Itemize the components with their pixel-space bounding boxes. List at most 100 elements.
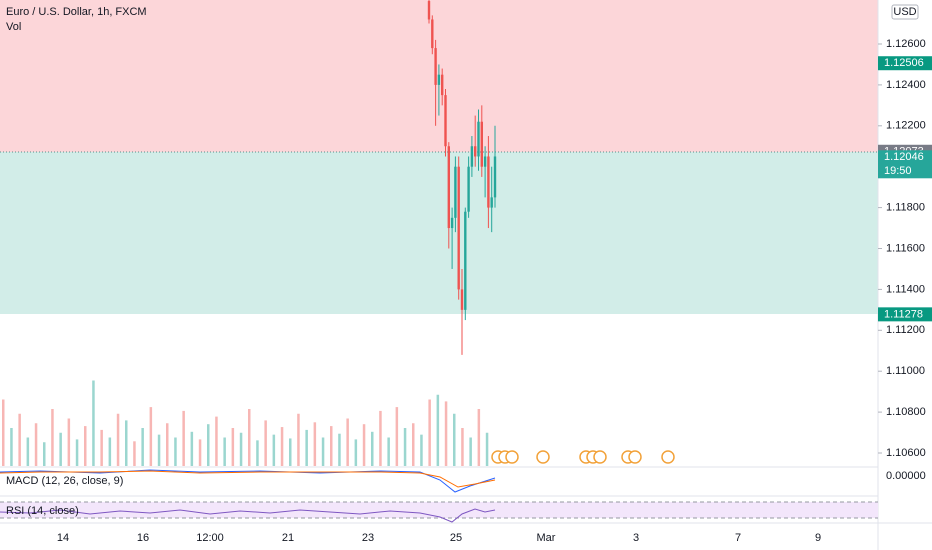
candle-body	[467, 166, 470, 212]
volume-bar	[92, 380, 95, 466]
volume-bar	[198, 439, 202, 466]
currency-box	[891, 4, 919, 20]
candle-body	[444, 95, 447, 147]
candle-body	[434, 48, 437, 85]
countdown: 19:50	[884, 165, 912, 177]
time-label: 7	[735, 532, 741, 544]
volume-bar	[149, 407, 153, 466]
price-tick-label: 1.11800	[886, 202, 925, 214]
volume-bar	[133, 441, 136, 466]
volume-bar	[485, 432, 489, 466]
volume-bar	[305, 429, 308, 466]
rsi-label: RSI (14, close)	[6, 505, 79, 517]
macd-label: MACD (12, 26, close, 9)	[6, 475, 123, 487]
indicator-label: Vol	[6, 21, 21, 33]
volume-bar	[10, 428, 13, 466]
price-tick-label: 1.10600	[886, 447, 926, 459]
time-label: 3	[633, 532, 639, 544]
time-label: 21	[282, 532, 294, 544]
currency: USD	[893, 6, 916, 18]
rsi-line	[0, 508, 496, 523]
volume-bar	[289, 438, 292, 466]
volume-bar	[207, 424, 210, 466]
volume-bar	[59, 432, 62, 466]
price-tag-label: 1.11278	[884, 308, 923, 320]
candle-body	[493, 156, 497, 198]
macd-line	[0, 469, 496, 493]
volume-bar	[248, 409, 251, 466]
candle-body	[480, 121, 483, 167]
volume-bar	[362, 424, 366, 466]
volume-bar	[125, 420, 128, 466]
candle-body	[437, 74, 441, 85]
price-tag-label: 1.12046	[884, 151, 924, 163]
volume-bar	[420, 434, 423, 466]
event-icons	[491, 450, 675, 464]
volume-bar	[43, 442, 46, 466]
volume-bar	[166, 423, 169, 466]
signal-line	[0, 470, 496, 488]
volume-bar	[387, 437, 390, 466]
volume-bar	[346, 418, 349, 466]
volume-bar	[412, 423, 415, 466]
candle-body	[460, 289, 464, 310]
volume-bar	[461, 428, 464, 466]
price-tag-label: 1.12506	[884, 57, 924, 69]
volume-bar	[190, 431, 194, 466]
price-tick-label: 1.12400	[886, 79, 926, 91]
volume-bar	[436, 394, 440, 466]
volume-bar	[272, 434, 276, 466]
candle-body	[470, 146, 474, 167]
profit-zone	[0, 152, 878, 314]
time-label: 23	[362, 532, 374, 544]
price-tag	[878, 150, 932, 179]
volume-bar	[84, 426, 87, 466]
price-tick-label: 1.12200	[886, 120, 926, 132]
price-tick-label: 1.12600	[886, 38, 926, 50]
candle-body	[474, 146, 477, 157]
volume-bar	[100, 429, 103, 466]
volume-bar	[264, 420, 267, 466]
price-tag	[878, 56, 932, 71]
volume-bar	[395, 407, 399, 466]
volume-bar	[108, 437, 112, 466]
volume-bar	[444, 401, 448, 466]
candle-body	[427, 1, 431, 20]
price-tick-label: 1.11400	[886, 283, 925, 295]
volume-bar	[231, 428, 235, 466]
time-label: Mar	[537, 532, 556, 544]
time-label: 16	[137, 532, 149, 544]
volume-bar	[428, 399, 431, 466]
volume-bar	[330, 426, 333, 466]
candle-body	[454, 166, 457, 218]
symbol-title: Euro / U.S. Dollar, 1h, FXCM	[6, 6, 147, 18]
volume-bar	[280, 427, 284, 466]
candle-body	[490, 197, 493, 208]
candle-body	[483, 156, 487, 167]
volume-bar	[174, 437, 177, 466]
volume-bar	[116, 413, 120, 466]
volume-bar	[2, 399, 5, 466]
volume-bar	[182, 410, 185, 466]
candle-body	[431, 19, 434, 49]
volume-bar	[18, 413, 21, 466]
candle-body	[464, 211, 467, 310]
volume-bar	[313, 422, 317, 466]
volume-bar	[51, 409, 54, 466]
volume-bar	[321, 437, 325, 466]
volume-bar	[141, 428, 144, 466]
candle-body	[441, 74, 444, 96]
price-tag	[878, 307, 932, 322]
volume-bar	[338, 433, 341, 466]
volume-bar	[354, 439, 358, 466]
time-label: 14	[57, 532, 69, 544]
price-tick-label: 1.10800	[886, 406, 926, 418]
volume-bar	[67, 418, 71, 466]
volume-bar	[477, 409, 481, 466]
volume-bar	[297, 413, 300, 466]
volume-bar	[239, 432, 243, 466]
volume-bar	[379, 410, 382, 466]
volume-bar	[223, 437, 226, 466]
candle-body	[477, 121, 480, 157]
